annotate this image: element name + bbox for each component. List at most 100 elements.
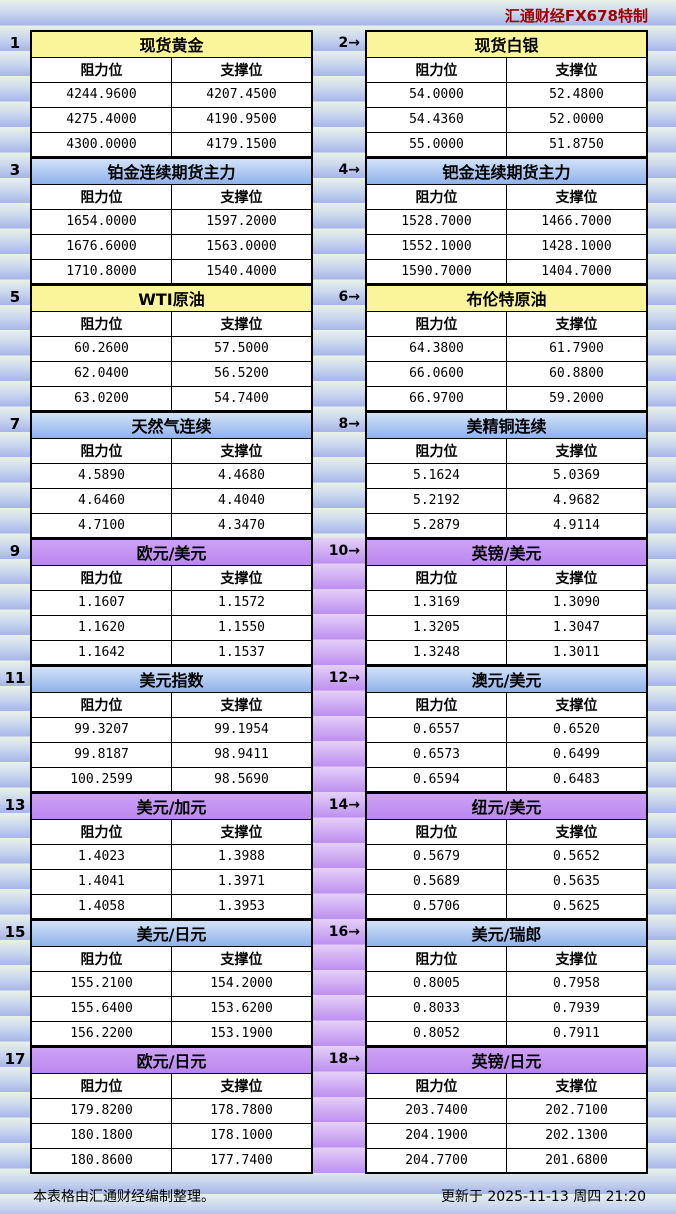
col-header-resistance: 阻力位: [365, 945, 507, 972]
col-header-resistance: 阻力位: [365, 1072, 507, 1099]
col-header-support: 支撑位: [171, 56, 313, 83]
value-cell: 178.1000: [171, 1122, 313, 1149]
tables-grid: 1 现货黄金 阻力位 支撑位 4244.9600 4207.4500 4275.40…: [0, 30, 676, 1174]
value-cell: 1.3090: [506, 589, 648, 616]
value-cell: 0.5679: [365, 843, 507, 870]
right-margin: [648, 157, 676, 284]
col-header-resistance: 阻力位: [365, 310, 507, 337]
table-title: 铂金连续期货主力: [30, 157, 313, 185]
table-title: 英镑/美元: [365, 538, 648, 566]
value-cell: 4190.9500: [171, 106, 313, 133]
value-cell: 4.9114: [506, 512, 648, 539]
value-cell: 1552.1000: [365, 233, 507, 260]
value-cell: 4.3470: [171, 512, 313, 539]
col-header-resistance: 阻力位: [30, 437, 172, 464]
right-margin: [648, 665, 676, 792]
table-title: 美元/加元: [30, 792, 313, 820]
block-row-11-12: 11 美元指数 阻力位 支撑位 99.3207 99.1954 99.8187 98.…: [0, 665, 676, 793]
table-natural-gas: 天然气连续 阻力位 支撑位 4.5890 4.4680 4.6460 4.4040 4…: [30, 411, 313, 539]
block-row-3-4: 3 铂金连续期货主力 阻力位 支撑位 1654.0000 1597.2000 167…: [0, 157, 676, 285]
value-cell: 4.4040: [171, 487, 313, 514]
mid-row-number: 10→: [313, 538, 365, 665]
value-cell: 1.1550: [171, 614, 313, 641]
footer-source-note: 本表格由汇通财经编制整理。: [33, 1189, 215, 1205]
footer: 本表格由汇通财经编制整理。 更新于 2025-11-13 周四 21:20: [0, 1180, 676, 1206]
value-cell: 0.7911: [506, 1020, 648, 1047]
col-header-resistance: 阻力位: [30, 945, 172, 972]
row-number: 17: [4, 1050, 26, 1068]
col-header-resistance: 阻力位: [30, 1072, 172, 1099]
value-cell: 180.1800: [30, 1122, 172, 1149]
table-title: 天然气连续: [30, 411, 313, 439]
block-row-9-10: 9 欧元/美元 阻力位 支撑位 1.1607 1.1572 1.1620 1.1550…: [0, 538, 676, 666]
value-cell: 1.4023: [30, 843, 172, 870]
col-header-resistance: 阻力位: [365, 818, 507, 845]
right-margin: [648, 284, 676, 411]
table-title: 英镑/日元: [365, 1046, 648, 1074]
col-header-resistance: 阻力位: [365, 691, 507, 718]
value-cell: 1597.2000: [171, 208, 313, 235]
table-usd-index: 美元指数 阻力位 支撑位 99.3207 99.1954 99.8187 98.941…: [30, 665, 313, 793]
value-cell: 99.8187: [30, 741, 172, 768]
mid-row-number: 14→: [313, 792, 365, 919]
value-cell: 1654.0000: [30, 208, 172, 235]
value-cell: 153.6200: [171, 995, 313, 1022]
value-cell: 54.4360: [365, 106, 507, 133]
table-title: 美元/日元: [30, 919, 313, 947]
table-title: 美元/瑞郎: [365, 919, 648, 947]
value-cell: 1563.0000: [171, 233, 313, 260]
table-nzd-usd: 纽元/美元 阻力位 支撑位 0.5679 0.5652 0.5689 0.5635 0…: [365, 792, 648, 920]
mid-row-number: 8→: [338, 416, 360, 432]
value-cell: 1428.1000: [506, 233, 648, 260]
value-cell: 1528.7000: [365, 208, 507, 235]
value-cell: 59.2000: [506, 385, 648, 412]
table-title: 澳元/美元: [365, 665, 648, 693]
value-cell: 51.8750: [506, 131, 648, 158]
col-header-support: 支撑位: [506, 564, 648, 591]
col-header-resistance: 阻力位: [30, 691, 172, 718]
col-header-support: 支撑位: [171, 691, 313, 718]
mid-row-number: 2→: [338, 35, 360, 51]
value-cell: 155.6400: [30, 995, 172, 1022]
table-wti-crude: WTI原油 阻力位 支撑位 60.2600 57.5000 62.0400 56.52…: [30, 284, 313, 412]
value-cell: 1.3169: [365, 589, 507, 616]
row-number: 15: [4, 923, 26, 941]
value-cell: 56.5200: [171, 360, 313, 387]
value-cell: 0.8005: [365, 970, 507, 997]
value-cell: 0.5652: [506, 843, 648, 870]
right-margin: [648, 1046, 676, 1173]
table-usd-cad: 美元/加元 阻力位 支撑位 1.4023 1.3988 1.4041 1.3971 1…: [30, 792, 313, 920]
value-cell: 1.1572: [171, 589, 313, 616]
value-cell: 60.2600: [30, 335, 172, 362]
table-title: 欧元/日元: [30, 1046, 313, 1074]
value-cell: 202.7100: [506, 1097, 648, 1124]
footer-updated-time: 更新于 2025-11-13 周四 21:20: [440, 1189, 646, 1205]
row-number: 5: [9, 288, 21, 306]
table-palladium-futures: 钯金连续期货主力 阻力位 支撑位 1528.7000 1466.7000 1552.…: [365, 157, 648, 285]
row-number: 11: [4, 669, 26, 687]
block-row-1-2: 1 现货黄金 阻力位 支撑位 4244.9600 4207.4500 4275.40…: [0, 30, 676, 158]
value-cell: 62.0400: [30, 360, 172, 387]
value-cell: 63.0200: [30, 385, 172, 412]
value-cell: 60.8800: [506, 360, 648, 387]
table-platinum-futures: 铂金连续期货主力 阻力位 支撑位 1654.0000 1597.2000 1676.…: [30, 157, 313, 285]
value-cell: 204.7700: [365, 1147, 507, 1174]
value-cell: 0.8033: [365, 995, 507, 1022]
col-header-support: 支撑位: [506, 1072, 648, 1099]
value-cell: 179.8200: [30, 1097, 172, 1124]
col-header-resistance: 阻力位: [365, 183, 507, 210]
value-cell: 1676.6000: [30, 233, 172, 260]
table-usd-jpy: 美元/日元 阻力位 支撑位 155.2100 154.2000 155.6400 15…: [30, 919, 313, 1047]
table-gbp-usd: 英镑/美元 阻力位 支撑位 1.3169 1.3090 1.3205 1.3047 1…: [365, 538, 648, 666]
value-cell: 177.7400: [171, 1147, 313, 1174]
value-cell: 4.9682: [506, 487, 648, 514]
mid-row-number: 12→: [313, 665, 365, 792]
mid-row-number: 16→: [313, 919, 365, 1046]
value-cell: 1.3248: [365, 639, 507, 666]
col-header-resistance: 阻力位: [365, 437, 507, 464]
value-cell: 98.9411: [171, 741, 313, 768]
table-copper: 美精铜连续 阻力位 支撑位 5.1624 5.0369 5.2192 4.9682 5…: [365, 411, 648, 539]
value-cell: 203.7400: [365, 1097, 507, 1124]
value-cell: 5.2879: [365, 512, 507, 539]
